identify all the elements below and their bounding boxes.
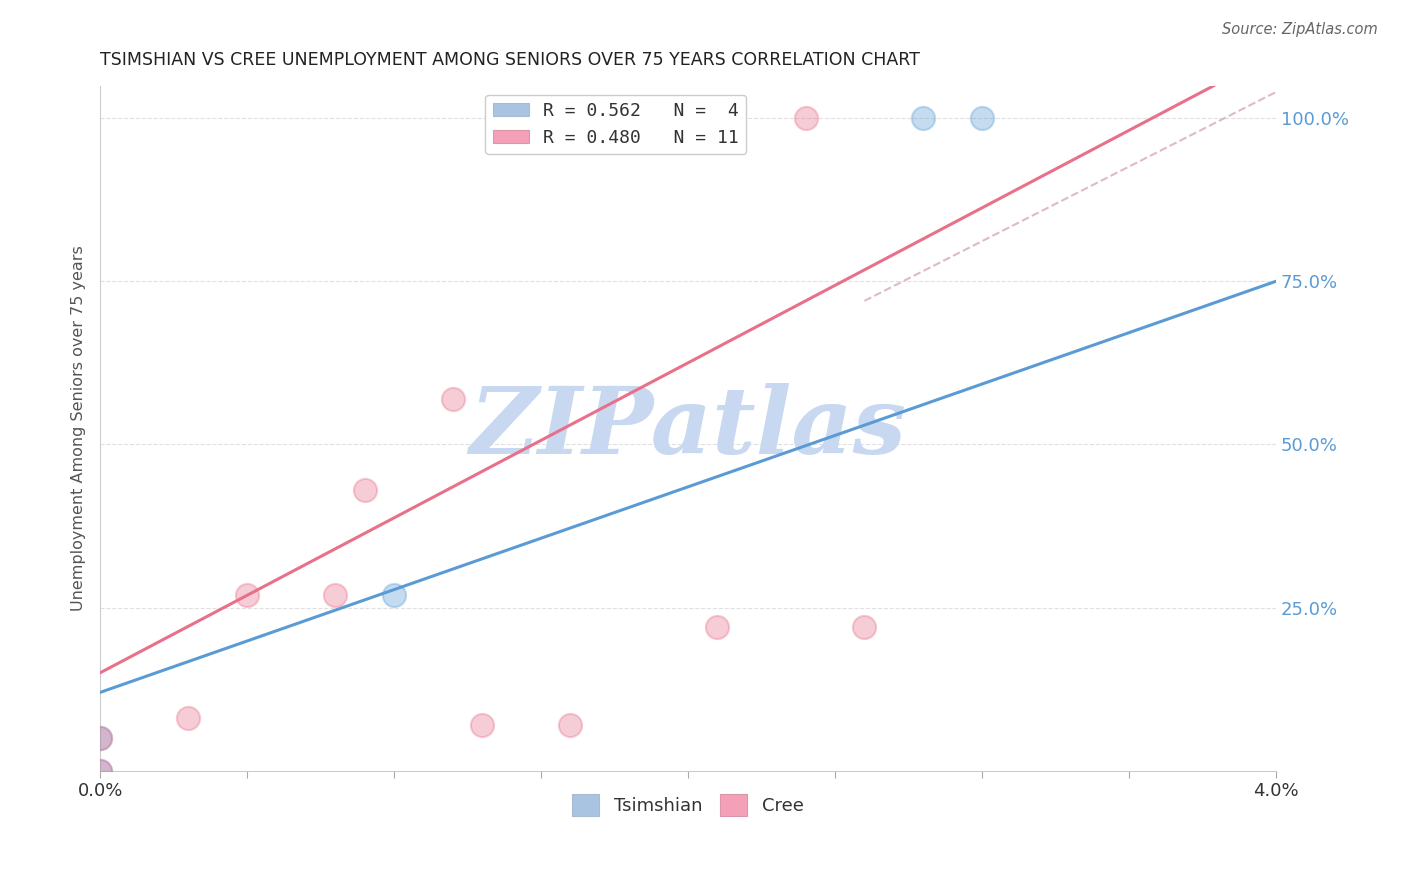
Legend: Tsimshian, Cree: Tsimshian, Cree: [565, 787, 811, 823]
Point: [353, 483, 375, 497]
Point: [89, 764, 111, 778]
Point: [853, 620, 876, 634]
Point: [177, 711, 200, 725]
Point: [912, 111, 935, 125]
Point: [89, 731, 111, 745]
Point: [794, 111, 817, 125]
Text: Source: ZipAtlas.com: Source: ZipAtlas.com: [1222, 22, 1378, 37]
Text: TSIMSHIAN VS CREE UNEMPLOYMENT AMONG SENIORS OVER 75 YEARS CORRELATION CHART: TSIMSHIAN VS CREE UNEMPLOYMENT AMONG SEN…: [100, 51, 920, 69]
Point: [89, 764, 111, 778]
Point: [471, 718, 494, 732]
Point: [970, 111, 993, 125]
Point: [560, 718, 582, 732]
Point: [323, 587, 346, 601]
Point: [382, 587, 405, 601]
Point: [441, 392, 464, 406]
Text: ZIPatlas: ZIPatlas: [470, 383, 907, 473]
Point: [706, 620, 728, 634]
Point: [530, 111, 553, 125]
Point: [89, 731, 111, 745]
Point: [236, 587, 259, 601]
Y-axis label: Unemployment Among Seniors over 75 years: Unemployment Among Seniors over 75 years: [72, 245, 86, 611]
